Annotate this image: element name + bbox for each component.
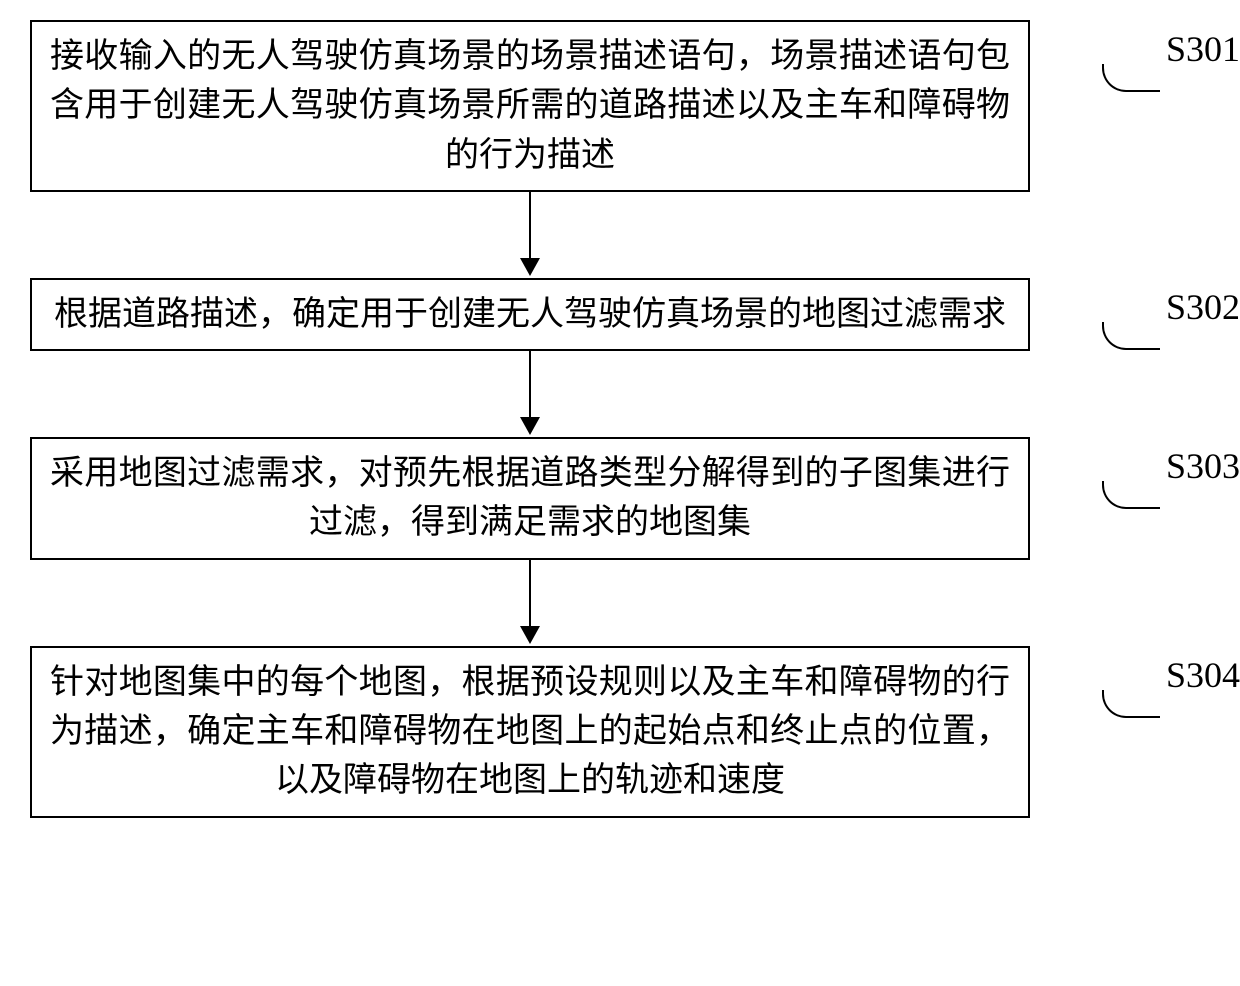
arrow-line (529, 192, 531, 262)
step-label-s301: S301 (1166, 28, 1240, 70)
step-text: 针对地图集中的每个地图，根据预设规则以及主车和障碍物的行为描述，确定主车和障碍物… (50, 664, 1010, 800)
arrow-head-icon (520, 258, 540, 276)
flow-step: 针对地图集中的每个地图，根据预设规则以及主车和障碍物的行为描述，确定主车和障碍物… (30, 646, 1110, 818)
arrow-head-icon (520, 626, 540, 644)
step-text: 采用地图过滤需求，对预先根据道路类型分解得到的子图集进行过滤，得到满足需求的地图… (50, 455, 1010, 541)
step-box-s301: 接收输入的无人驾驶仿真场景的场景描述语句，场景描述语句包含用于创建无人驾驶仿真场… (30, 20, 1030, 192)
label-connector (1102, 322, 1160, 350)
label-connector (1102, 481, 1160, 509)
step-text: 接收输入的无人驾驶仿真场景的场景描述语句，场景描述语句包含用于创建无人驾驶仿真场… (50, 38, 1010, 174)
flow-arrow (30, 351, 1030, 437)
step-text: 根据道路描述，确定用于创建无人驾驶仿真场景的地图过滤需求 (54, 296, 1006, 333)
step-label-s303: S303 (1166, 445, 1240, 487)
flow-arrow (30, 560, 1030, 646)
arrow-line (529, 560, 531, 630)
flow-step: 采用地图过滤需求，对预先根据道路类型分解得到的子图集进行过滤，得到满足需求的地图… (30, 437, 1110, 560)
flowchart-container: 接收输入的无人驾驶仿真场景的场景描述语句，场景描述语句包含用于创建无人驾驶仿真场… (30, 20, 1110, 818)
step-label-s304: S304 (1166, 654, 1240, 696)
flow-step: 根据道路描述，确定用于创建无人驾驶仿真场景的地图过滤需求 S302 (30, 278, 1110, 351)
step-box-s303: 采用地图过滤需求，对预先根据道路类型分解得到的子图集进行过滤，得到满足需求的地图… (30, 437, 1030, 560)
arrow-head-icon (520, 417, 540, 435)
arrow-line (529, 351, 531, 421)
flow-step: 接收输入的无人驾驶仿真场景的场景描述语句，场景描述语句包含用于创建无人驾驶仿真场… (30, 20, 1110, 192)
label-connector (1102, 690, 1160, 718)
step-box-s304: 针对地图集中的每个地图，根据预设规则以及主车和障碍物的行为描述，确定主车和障碍物… (30, 646, 1030, 818)
step-label-s302: S302 (1166, 286, 1240, 328)
label-connector (1102, 64, 1160, 92)
flow-arrow (30, 192, 1030, 278)
step-box-s302: 根据道路描述，确定用于创建无人驾驶仿真场景的地图过滤需求 (30, 278, 1030, 351)
